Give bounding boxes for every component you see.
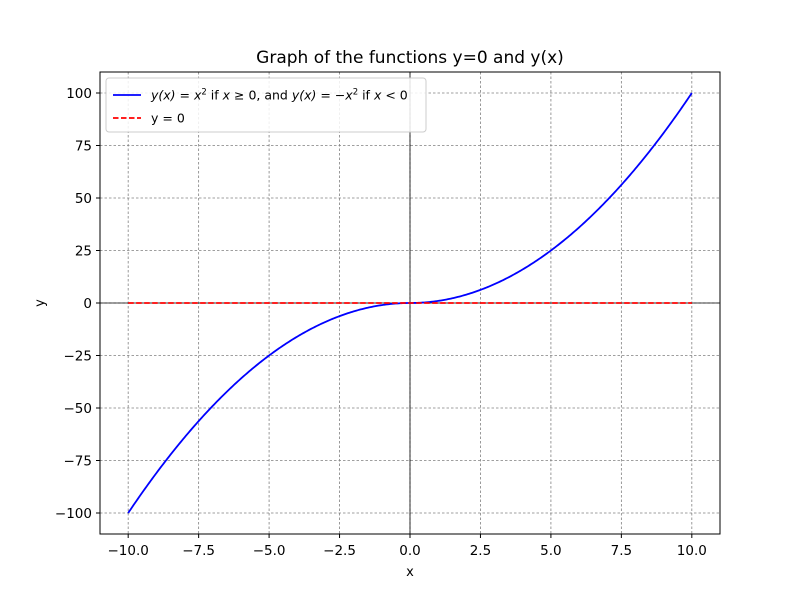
x-axis-ticks: −10.0 −7.5 −5.0 −2.5 0.0 2.5 5.0 7.5 10.0 bbox=[107, 534, 707, 559]
x-tick-label: 7.5 bbox=[611, 543, 632, 559]
legend-cubic-part-d: ≥ 0, and bbox=[230, 88, 292, 103]
plot-area bbox=[99, 71, 721, 535]
legend: y(x) = x2 if x ≥ 0, and y(x) = −x2 if x … bbox=[105, 77, 427, 133]
y-tick-label: −100 bbox=[55, 506, 92, 522]
y-tick-label: 100 bbox=[66, 86, 92, 102]
y-tick-label: −25 bbox=[64, 349, 93, 365]
legend-cubic-part-c: x bbox=[222, 88, 231, 103]
x-axis-label: x bbox=[406, 565, 414, 580]
x-tick-label: −10.0 bbox=[107, 543, 148, 559]
legend-cubic-part-f: if bbox=[358, 88, 374, 103]
legend-cubic-sup-e: 2 bbox=[353, 88, 358, 98]
x-tick-label: 0.0 bbox=[399, 543, 420, 559]
y-tick-label: 50 bbox=[75, 191, 92, 207]
legend-cubic-part-h: < 0 bbox=[381, 88, 407, 103]
legend-box bbox=[105, 77, 427, 133]
x-tick-label: −2.5 bbox=[323, 543, 356, 559]
y-axis-ticks: −100 −75 −50 −25 0 25 50 75 100 bbox=[55, 86, 100, 522]
y-axis-label: y bbox=[33, 299, 48, 307]
legend-cubic-part-a: y(x) = x bbox=[150, 88, 202, 103]
x-tick-label: 5.0 bbox=[540, 543, 561, 559]
legend-cubic-part-b: if bbox=[207, 88, 223, 103]
legend-cubic-part-g: x bbox=[373, 88, 382, 103]
y-tick-label: 25 bbox=[75, 244, 92, 260]
y-tick-label: 75 bbox=[75, 139, 92, 155]
x-tick-label: 10.0 bbox=[677, 543, 707, 559]
legend-label-zero: y = 0 bbox=[151, 111, 185, 126]
legend-cubic-part-e: y(x) = −x bbox=[291, 88, 353, 103]
x-tick-label: 2.5 bbox=[470, 543, 491, 559]
y-tick-label: −75 bbox=[64, 454, 93, 470]
chart-title: Graph of the functions y=0 and y(x) bbox=[256, 48, 564, 68]
series-layer bbox=[127, 92, 693, 514]
x-tick-label: −7.5 bbox=[182, 543, 215, 559]
x-tick-label: −5.0 bbox=[253, 543, 286, 559]
legend-label-cubic: y(x) = x2 if x ≥ 0, and y(x) = −x2 if x … bbox=[150, 88, 408, 103]
y-tick-label: 0 bbox=[83, 296, 92, 312]
y-tick-label: −50 bbox=[64, 401, 93, 417]
legend-cubic-sup-a: 2 bbox=[201, 88, 206, 98]
